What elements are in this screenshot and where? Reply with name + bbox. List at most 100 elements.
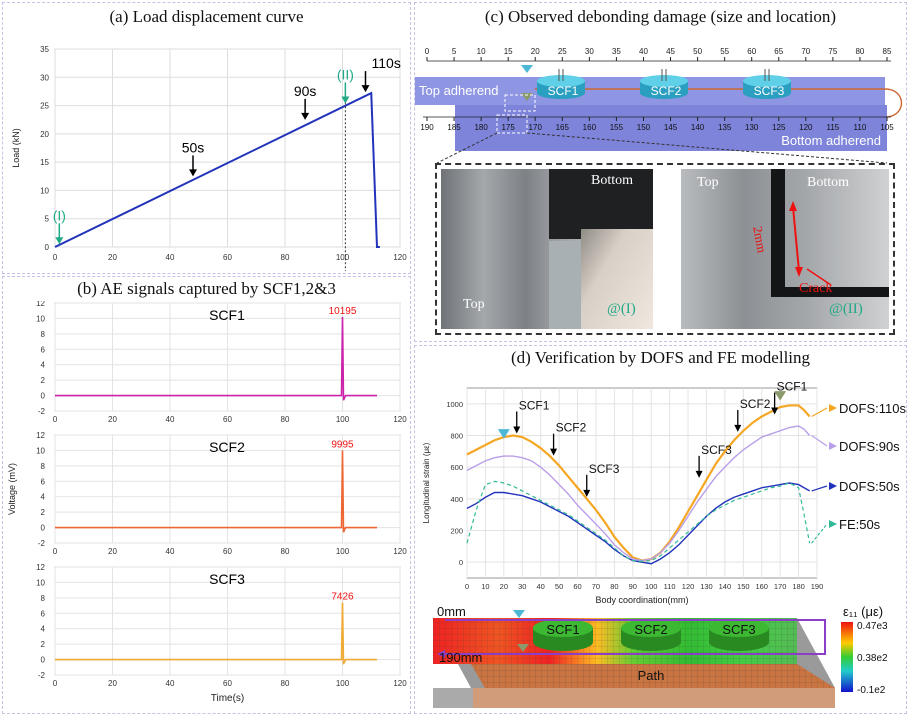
x-tick-label: 80 xyxy=(281,547,290,556)
y-tick-label: 600 xyxy=(450,463,463,472)
fe-model: SCF1 SCF2 SCF3 0mm 190mm Path ε₁₁ (με) 0.47e3 0.… xyxy=(433,604,888,708)
y-tick-label: 12 xyxy=(36,563,45,572)
x-tick-label: 0 xyxy=(53,547,58,556)
bottom-ruler-label: 160 xyxy=(583,123,597,132)
micrograph-2: Top Bottom 2mm Crack @(II) xyxy=(681,169,889,329)
x-tick-label: 80 xyxy=(281,679,290,688)
panel-b-title: (b) AE signals captured by SCF1,2&3 xyxy=(77,279,336,298)
sensor-disc-top xyxy=(743,75,791,87)
crack-gap xyxy=(771,169,785,287)
annotation-arrow-head xyxy=(361,85,370,93)
annotation-arrow-head xyxy=(771,407,779,415)
x-tick-label: 100 xyxy=(336,547,350,556)
y-tick-label: 35 xyxy=(40,45,49,54)
bottom-ruler-label: 120 xyxy=(799,123,813,132)
zoom-guide-left xyxy=(436,132,498,164)
legend-label: DOFS:110s xyxy=(839,401,906,416)
y-axis-label: Voltage (mV) xyxy=(7,463,17,515)
legend-leader xyxy=(811,485,828,492)
legend-label: DOFS:90s xyxy=(839,439,900,454)
photo2-bottom-label: Bottom xyxy=(807,175,850,190)
bottom-ruler-label: 175 xyxy=(501,123,515,132)
bottom-ruler-label: 180 xyxy=(474,123,488,132)
x-tick-label: 20 xyxy=(500,582,508,591)
top-ruler-label: 10 xyxy=(477,47,486,56)
bottom-adherend-gap xyxy=(771,287,889,297)
y-tick-label: 8 xyxy=(41,330,46,339)
x-tick-label: 0 xyxy=(53,679,58,688)
load-displacement-chart: 0 20 40 60 80 100 120 0 5 10 15 20 25 30 35 Load (kN) (I… xyxy=(11,45,407,271)
x-axis-label: Body coordination(mm) xyxy=(595,595,688,605)
annotation-label: 50s xyxy=(182,139,205,155)
y-tick-label: 200 xyxy=(450,527,463,536)
fe-mesh-overlay xyxy=(433,618,797,664)
fe-sensor-top xyxy=(621,619,681,637)
bottom-ruler-label: 150 xyxy=(637,123,651,132)
panel-a: (a) Load displacement curve 0 20 40 60 80 100… xyxy=(2,2,411,274)
x-tick-label: 60 xyxy=(223,547,232,556)
crack-annotation xyxy=(789,201,832,286)
x-tick-label: 10 xyxy=(481,582,489,591)
legend-label: FE:50s xyxy=(839,517,881,532)
fe-base-left xyxy=(433,688,473,708)
x-tick-label: 170 xyxy=(774,582,787,591)
y-tick-label: 0 xyxy=(41,524,46,533)
x-tick-label: 70 xyxy=(592,582,600,591)
x-tick-label: 20 xyxy=(108,679,117,688)
legend-arrowhead xyxy=(829,404,837,412)
bottom-ruler-label: 140 xyxy=(691,123,705,132)
damage-box-bottom xyxy=(496,114,528,134)
series-line-3 xyxy=(466,480,811,562)
annotation-arrow-head xyxy=(55,237,64,245)
panel-d: (d) Verification by DOFS and FE modellin… xyxy=(414,345,907,714)
panel-c: (c) Observed debonding damage (size and … xyxy=(414,2,907,342)
x-tick-label: 100 xyxy=(336,253,350,262)
photo2-tag: @(II) xyxy=(829,301,863,317)
fe-sensor-base xyxy=(709,633,769,651)
annotation-arrow-head xyxy=(695,470,703,478)
crack-pointer-line xyxy=(806,268,832,286)
bottom-ruler-label: 165 xyxy=(556,123,570,132)
bottom-ruler-label: 125 xyxy=(772,123,786,132)
x-tick-label: 190 xyxy=(811,582,824,591)
x-tick-label: 0 xyxy=(53,253,58,262)
subplot-title: SCF2 xyxy=(209,439,245,455)
marker-I-triangle xyxy=(497,429,510,439)
annotation-label: SCF3 xyxy=(701,443,732,457)
top-ruler-label: 80 xyxy=(855,47,864,56)
top-ruler-label: 25 xyxy=(558,47,567,56)
bottom-ruler-label: 130 xyxy=(745,123,759,132)
y-axis-label: Load (kN) xyxy=(11,128,21,168)
marker-II-triangle xyxy=(774,391,787,401)
x-tick-label: 50 xyxy=(555,582,563,591)
annotation-label: 90s xyxy=(294,83,317,99)
legend-label: DOFS:50s xyxy=(839,479,900,494)
x-tick-label: 20 xyxy=(108,547,117,556)
top-ruler-label: 60 xyxy=(747,47,756,56)
annotation-arrow-head xyxy=(550,448,558,456)
annotation-arrow-head xyxy=(301,112,310,120)
top-ruler-label: 75 xyxy=(828,47,837,56)
x-tick-label: 120 xyxy=(393,415,407,424)
annotation-arrow-head xyxy=(583,489,591,497)
top-ruler-label: 70 xyxy=(801,47,810,56)
bottom-ruler-label: 115 xyxy=(826,123,839,132)
colorbar-tick-label: 0.47e3 xyxy=(857,621,888,632)
panel-c-title: (c) Observed debonding damage (size and … xyxy=(484,7,837,26)
fe-sensor-base xyxy=(533,633,593,651)
y-tick-label: 10 xyxy=(36,578,45,587)
y-tick-label: -2 xyxy=(38,407,46,416)
y-tick-label: 25 xyxy=(40,102,49,111)
x-tick-label: 160 xyxy=(755,582,768,591)
series-line-1 xyxy=(466,425,811,562)
fe-sensor-base xyxy=(621,633,681,651)
x-tick-label: 60 xyxy=(223,253,232,262)
y-tick-label: 4 xyxy=(41,625,46,634)
sensor-label: SCF2 xyxy=(651,84,682,98)
legend-arrowhead xyxy=(829,520,837,528)
fe-end-label: 190mm xyxy=(439,650,482,665)
top-ruler-label: 0 xyxy=(425,47,430,56)
x-tick-label: 140 xyxy=(719,582,732,591)
x-tick-label: 90 xyxy=(629,582,637,591)
